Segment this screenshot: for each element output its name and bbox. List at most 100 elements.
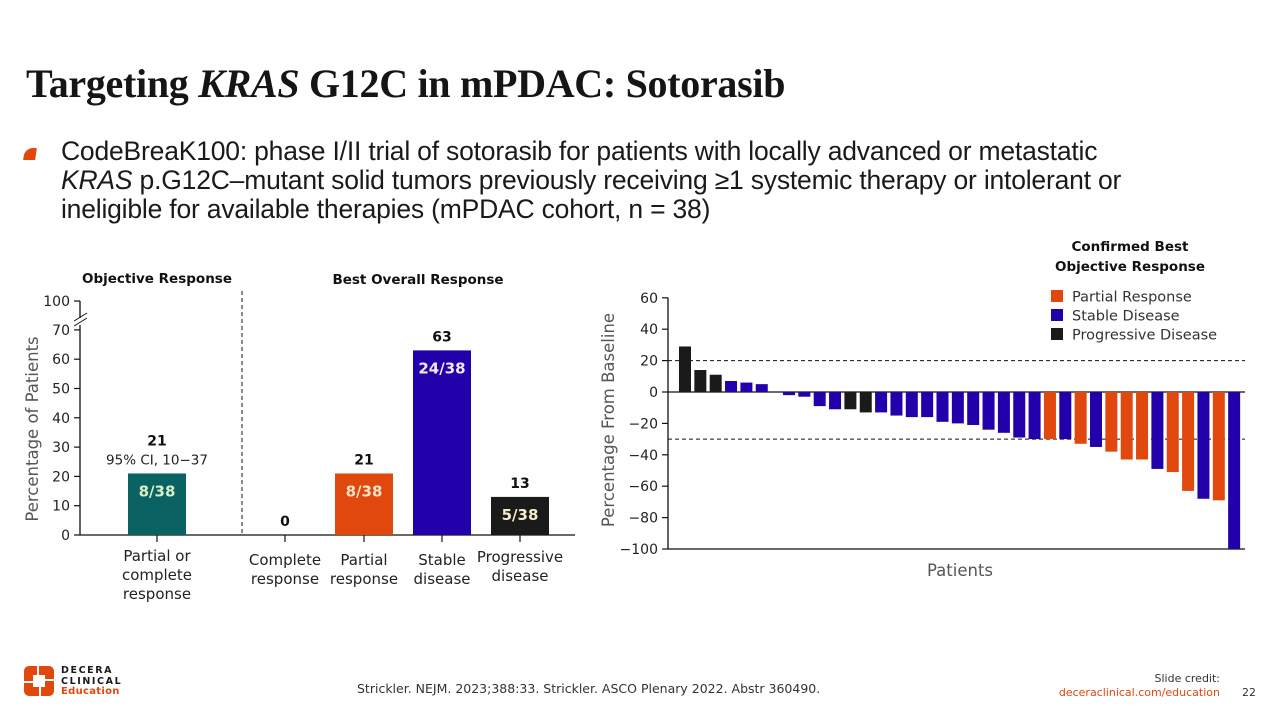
y-tick-label: 40 [52, 411, 70, 427]
bar-fraction-label: 5/38 [502, 506, 539, 524]
x-category-label: Progressive [477, 548, 563, 566]
y-axis-label: Percentage From Baseline [599, 313, 618, 527]
waterfall-bar [967, 392, 980, 425]
decera-logo-text: DECERA CLINICAL Education [61, 665, 123, 698]
bar [491, 496, 549, 535]
waterfall-chart: Confirmed Best Objective Response Partia… [599, 239, 1245, 580]
waterfall-bar [679, 346, 691, 392]
waterfall-bar [1136, 392, 1149, 460]
logo-line-2: CLINICAL [61, 675, 123, 687]
legend-title-line-2: Objective Response [1055, 259, 1205, 275]
y-tick-label: 0 [61, 528, 70, 544]
y-tick-label: 20 [52, 469, 70, 485]
legend-swatch [1051, 290, 1063, 302]
y-tick-label: 40 [640, 322, 658, 338]
waterfall-bar [694, 370, 707, 392]
waterfall-bar [829, 392, 842, 410]
waterfall-bar [1228, 392, 1241, 549]
axis-break-mark [73, 317, 88, 327]
confidence-interval-label: 95% CI, 10−37 [106, 452, 208, 468]
legend-label: Stable Disease [1072, 309, 1180, 325]
bullet-line-2-rest: p.G12C–mutant solid tumors previously re… [132, 165, 1122, 195]
waterfall-bar [936, 392, 949, 422]
waterfall-bar [725, 381, 738, 392]
waterfall-bar [1120, 392, 1133, 460]
waterfall-bar [798, 392, 811, 397]
waterfall-bar [844, 392, 857, 410]
bar-value-label: 13 [510, 476, 529, 492]
axis-break-mark [73, 312, 88, 322]
bar [413, 350, 471, 535]
waterfall-bar [1151, 392, 1164, 469]
y-tick-label: 30 [52, 440, 70, 456]
x-category-label: complete [122, 566, 192, 584]
y-axis-label: Percentage of Patients [23, 336, 42, 521]
legend-title-line-1: Confirmed Best [1072, 239, 1190, 255]
x-category-label: disease [414, 570, 471, 588]
waterfall-bar [1212, 392, 1225, 501]
bullet-marker-icon [23, 148, 37, 160]
bullet-line-1: CodeBreaK100: phase I/II trial of sotora… [61, 136, 1098, 166]
slide-title: Targeting KRAS G12C in mPDAC: Sotorasib [26, 60, 785, 107]
y-tick-label: 60 [52, 352, 70, 368]
x-category-label: Stable [418, 551, 466, 569]
legend-label: Partial Response [1072, 290, 1192, 306]
waterfall-bar [740, 382, 753, 392]
bar-fraction-label: 8/38 [346, 482, 383, 500]
waterfall-bar [1105, 392, 1118, 452]
x-category-label: Complete [249, 551, 321, 569]
x-category-label: response [251, 570, 319, 588]
y-tick-label: −60 [628, 479, 658, 495]
slide-credit: Slide credit: deceraclinical.com/educati… [1059, 672, 1220, 700]
logo-line-1: DECERA [61, 665, 114, 676]
y-tick-label: 70 [52, 323, 70, 339]
x-category-label: response [330, 570, 398, 588]
waterfall-bar [755, 384, 768, 392]
decera-logo-icon [24, 666, 54, 696]
slide-credit-label: Slide credit: [1154, 672, 1221, 685]
waterfall-bar [951, 392, 964, 424]
logo-line-3: Education [61, 686, 120, 697]
waterfall-bar [982, 392, 995, 430]
waterfall-bar [813, 392, 826, 407]
y-tick-label: 100 [43, 294, 70, 310]
waterfall-bar [921, 392, 934, 418]
y-tick-label: 50 [52, 382, 70, 398]
x-category-label: response [123, 585, 191, 603]
bar-fraction-label: 8/38 [139, 482, 176, 500]
title-prefix: Targeting [26, 61, 199, 106]
bar-value-label: 21 [354, 452, 373, 468]
waterfall-bar [1166, 392, 1179, 473]
x-axis-label: Patients [927, 561, 993, 580]
bullet-gene: KRAS [61, 165, 133, 195]
title-gene: KRAS [198, 61, 300, 106]
x-category-label: disease [492, 567, 549, 585]
waterfall-bar [1090, 392, 1102, 447]
waterfall-bar [997, 392, 1010, 433]
legend-swatch [1051, 328, 1063, 340]
bar [128, 473, 186, 535]
y-tick-label: 0 [649, 385, 658, 401]
waterfall-bar [859, 392, 872, 413]
waterfall-bar [709, 374, 722, 392]
x-category-label: Partial [340, 551, 387, 569]
chart-title-best-overall-response: Best Overall Response [332, 272, 503, 288]
bar-value-label: 63 [432, 329, 451, 345]
waterfall-bar [1043, 392, 1056, 440]
y-tick-label: −20 [628, 416, 658, 432]
waterfall-bar [905, 392, 918, 418]
bar-value-label: 21 [147, 433, 166, 449]
waterfall-bar [1074, 392, 1087, 444]
y-tick-label: −80 [628, 511, 658, 527]
waterfall-bar [1182, 392, 1195, 491]
waterfall-bar [1013, 392, 1026, 438]
y-tick-label: −100 [620, 542, 658, 558]
legend-swatch [1051, 309, 1063, 321]
waterfall-bar [875, 392, 888, 413]
waterfall-bar [1028, 392, 1041, 440]
waterfall-bar [1059, 392, 1072, 440]
bar-value-label: 0 [280, 514, 290, 530]
bullet-line-2: KRAS p.G12C–mutant solid tumors previous… [61, 166, 1261, 195]
slide-credit-link[interactable]: deceraclinical.com/education [1058, 686, 1220, 699]
bar [335, 473, 393, 535]
